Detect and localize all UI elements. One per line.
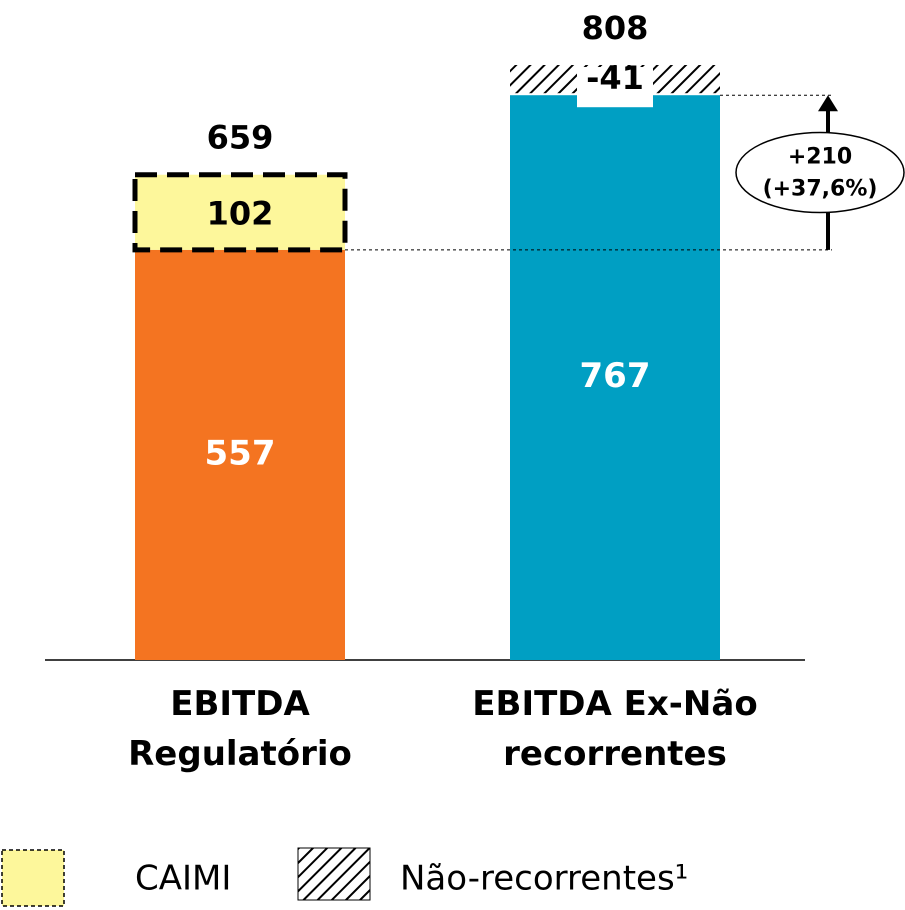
legend-swatch (1, 849, 65, 907)
total-label: 659 (207, 119, 274, 157)
x-tick-label: EBITDA Ex-Não recorrentes (472, 684, 757, 774)
value-label: 767 (580, 356, 651, 396)
value-label: 557 (205, 433, 276, 473)
bar-segment (132, 172, 348, 253)
arrow-head (818, 95, 838, 112)
annotation: +210 (788, 145, 852, 170)
label-box (577, 67, 653, 108)
bar-segment (510, 95, 720, 660)
legend-swatch (297, 847, 371, 901)
value-label: -41 (586, 59, 644, 97)
legend-label: Não-recorrentes¹ (400, 859, 688, 899)
annotation: (+37,6%) (763, 177, 878, 202)
legend-label: CAIMI (135, 859, 231, 899)
x-tick-label: EBITDA Regulatório (128, 684, 352, 774)
annotation-bubble (735, 131, 905, 214)
bar-segment (135, 249, 345, 660)
total-label: 808 (582, 9, 649, 47)
value-label: 102 (207, 194, 274, 232)
